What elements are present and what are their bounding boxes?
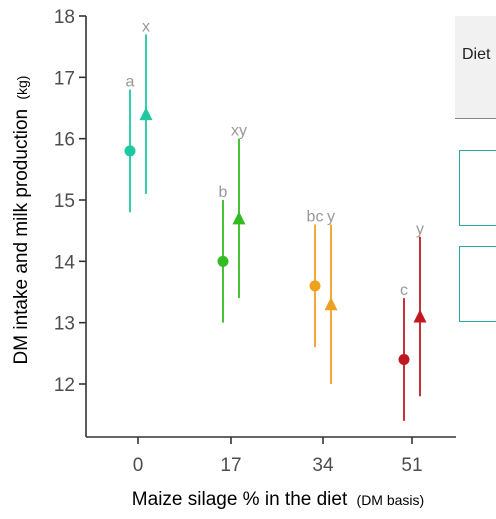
x-axis-label-main: Maize silage % in the diet — [132, 489, 348, 510]
data-marks: a b bc c x xy y y — [124, 18, 427, 421]
significance-label: y — [416, 221, 424, 238]
y-tick-label: 12 — [54, 375, 75, 396]
circle-point — [309, 280, 321, 292]
legend-header-text: Diet — [462, 46, 491, 63]
x-tick-label: 51 — [401, 455, 422, 476]
legend-box-1 — [459, 150, 496, 226]
significance-label: c — [400, 282, 408, 299]
significance-label: a — [126, 74, 135, 91]
circle-point — [217, 255, 229, 267]
legend-box-2 — [459, 246, 496, 322]
circle-point — [124, 145, 136, 157]
y-axis-label-unit: (kg) — [14, 76, 30, 100]
x-tick-label: 17 — [220, 455, 241, 476]
x-axis-label-note: (DM basis) — [357, 492, 425, 508]
triangle-point — [413, 309, 427, 323]
legend-header: Diet — [455, 16, 496, 118]
y-tick-label: 18 — [54, 7, 75, 28]
y-tick-label: 16 — [54, 130, 75, 151]
y-ticks: 12 13 14 15 16 17 18 — [54, 7, 86, 396]
circle-point — [398, 353, 410, 365]
y-tick-label: 14 — [54, 252, 76, 273]
y-tick-label: 17 — [54, 68, 75, 89]
y-axis-label: DM intake and milk production (kg) — [11, 76, 32, 365]
scatter-chart: 12 13 14 15 16 17 18 0 17 34 51 a b bc c x xy y y DM int… — [11, 7, 456, 510]
triangle-point — [139, 107, 153, 121]
x-tick-label: 34 — [312, 455, 334, 476]
significance-label: x — [142, 18, 150, 35]
x-ticks: 0 17 34 51 — [133, 437, 423, 476]
x-axis-label: Maize silage % in the diet (DM basis) — [132, 489, 424, 510]
triangle-point — [232, 211, 246, 225]
significance-label: y — [327, 209, 335, 226]
triangle-point — [324, 297, 338, 311]
significance-label: xy — [231, 123, 247, 140]
x-tick-label: 0 — [133, 455, 144, 476]
legend-divider — [455, 118, 496, 119]
significance-label: b — [219, 184, 228, 201]
y-tick-label: 15 — [54, 191, 75, 212]
y-tick-label: 13 — [54, 314, 75, 335]
significance-label: bc — [307, 209, 324, 226]
y-axis-label-main: DM intake and milk production — [11, 109, 32, 365]
